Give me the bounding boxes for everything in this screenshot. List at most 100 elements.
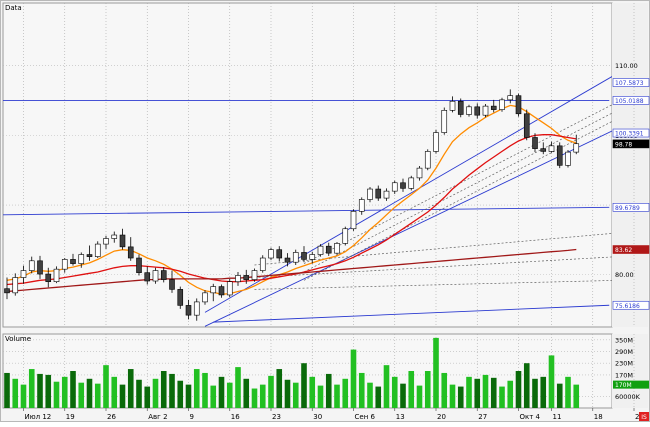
volume-bar	[62, 377, 68, 408]
volume-bar	[557, 384, 563, 408]
volume-bar	[235, 367, 241, 408]
x-tick-label: 19	[66, 413, 75, 421]
x-tick-label: 9	[190, 413, 194, 421]
candle-body	[137, 258, 142, 273]
volume-bar	[144, 387, 150, 408]
candle-body	[293, 252, 298, 262]
candle-body	[376, 189, 381, 198]
volume-bar	[268, 376, 274, 408]
candle-body	[186, 305, 191, 315]
candle-body	[516, 96, 521, 114]
candle-body	[29, 261, 34, 271]
volume-bar	[87, 379, 93, 408]
y-tick-label: 80.00	[615, 271, 634, 279]
volume-bar	[384, 365, 390, 408]
price-tag-text: 100.3391	[615, 131, 644, 138]
volume-panel-label: Volume	[5, 335, 31, 343]
x-tick-label: 16	[231, 413, 240, 421]
price-tag-text: 98.78	[615, 141, 632, 148]
volume-bar	[359, 373, 365, 408]
candle-body	[409, 178, 414, 188]
x-tick-label: Авг 2	[148, 413, 167, 421]
volume-bar	[37, 374, 43, 408]
volume-bar	[516, 371, 522, 408]
candle-body	[541, 149, 546, 152]
candle-body	[38, 261, 43, 274]
candle-body	[269, 250, 274, 258]
volume-bar	[367, 383, 373, 408]
volume-bar	[565, 377, 571, 408]
volume-bar	[301, 363, 307, 408]
volume-bar	[12, 379, 18, 408]
candle-body	[566, 152, 571, 165]
candle-body	[326, 246, 331, 253]
candle-body	[491, 106, 496, 109]
x-tick-label: 18	[594, 413, 603, 421]
candle-body	[95, 244, 100, 257]
volume-bar	[351, 350, 357, 408]
volume-bar	[54, 382, 60, 408]
volume-tick-label: 290M	[615, 348, 633, 356]
price-tag-text: 107.5873	[615, 80, 644, 87]
volume-bar	[177, 381, 183, 408]
price-panel-label: Data	[5, 4, 22, 12]
volume-bar	[120, 385, 126, 408]
volume-bar	[524, 363, 530, 408]
candle-body	[211, 287, 216, 293]
candle-body	[87, 255, 92, 257]
volume-bar	[433, 338, 439, 408]
candle-body	[194, 302, 199, 315]
candle-body	[120, 235, 125, 247]
candle-body	[549, 146, 554, 152]
volume-bar	[153, 379, 159, 408]
volume-bar	[260, 385, 266, 408]
price-tag-text: 75.6186	[615, 303, 640, 310]
volume-bar	[4, 373, 10, 408]
volume-bar	[21, 385, 27, 408]
candle-body	[219, 287, 224, 295]
candle-body	[359, 199, 364, 211]
volume-bar	[227, 383, 233, 408]
volume-bar	[252, 389, 258, 408]
volume-bar	[29, 369, 35, 408]
x-tick-label: 27	[478, 413, 487, 421]
volume-bar	[375, 387, 381, 408]
corner-badge-text: IS	[641, 414, 647, 421]
candle-body	[145, 273, 150, 281]
candle-body	[467, 107, 472, 115]
candle-body	[574, 144, 579, 152]
volume-bar	[276, 369, 282, 408]
x-tick-label: Сен 6	[355, 413, 376, 421]
candle-body	[392, 183, 397, 191]
candle-body	[161, 271, 166, 280]
volume-bar	[309, 377, 315, 408]
candle-body	[13, 278, 18, 293]
x-tick-label: Окт 4	[520, 413, 541, 421]
x-tick-label: 20	[437, 413, 446, 421]
price-panel[interactable]	[3, 3, 612, 327]
volume-bar	[417, 386, 423, 408]
volume-bar	[573, 385, 579, 408]
volume-bar	[458, 387, 464, 408]
candle-body	[178, 289, 183, 305]
candle-body	[260, 258, 265, 271]
candle-body	[5, 289, 10, 293]
volume-bar	[483, 375, 489, 408]
x-tick-label: 26	[107, 413, 116, 421]
volume-bar	[507, 381, 513, 408]
volume-bar	[400, 384, 406, 408]
candle-body	[227, 282, 232, 295]
volume-bar	[408, 371, 414, 408]
volume-bar	[318, 386, 324, 408]
x-tick-label: Июл 12	[25, 413, 52, 421]
y-tick-label: 110.00	[615, 62, 638, 70]
candle-body	[318, 246, 323, 254]
x-tick-label: 11	[553, 413, 562, 421]
volume-bar	[441, 373, 447, 408]
volume-bar	[466, 377, 472, 408]
candle-body	[128, 247, 133, 258]
candle-body	[417, 168, 422, 178]
volume-bar	[342, 379, 348, 408]
